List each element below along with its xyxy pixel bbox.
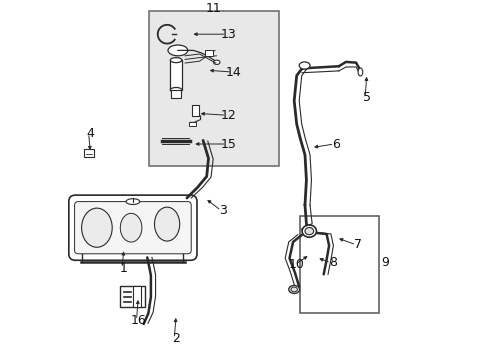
Text: 3: 3 bbox=[219, 204, 226, 217]
Bar bbox=[204, 50, 212, 56]
Bar bbox=[192, 105, 199, 116]
Text: 13: 13 bbox=[220, 28, 236, 41]
Ellipse shape bbox=[168, 45, 187, 56]
Bar bbox=[133, 286, 141, 307]
Bar bbox=[171, 90, 181, 98]
Ellipse shape bbox=[302, 225, 316, 237]
Ellipse shape bbox=[290, 287, 297, 292]
Text: 1: 1 bbox=[120, 262, 127, 275]
Text: 5: 5 bbox=[362, 91, 370, 104]
Text: 4: 4 bbox=[86, 127, 94, 140]
Ellipse shape bbox=[299, 62, 309, 69]
Bar bbox=[84, 149, 94, 157]
Text: 15: 15 bbox=[220, 138, 236, 150]
Ellipse shape bbox=[357, 68, 362, 76]
Ellipse shape bbox=[288, 285, 299, 293]
Text: 16: 16 bbox=[130, 314, 146, 327]
Ellipse shape bbox=[213, 60, 220, 64]
Text: 8: 8 bbox=[328, 256, 336, 269]
Bar bbox=[189, 122, 196, 126]
Bar bbox=[149, 11, 278, 166]
Ellipse shape bbox=[81, 208, 112, 247]
Text: 2: 2 bbox=[172, 332, 180, 345]
FancyBboxPatch shape bbox=[75, 202, 191, 254]
Ellipse shape bbox=[126, 199, 140, 204]
Bar bbox=[170, 60, 182, 90]
Bar bbox=[120, 286, 144, 307]
Text: 7: 7 bbox=[353, 238, 361, 251]
Text: 14: 14 bbox=[225, 66, 241, 78]
Text: 9: 9 bbox=[380, 256, 388, 269]
Text: 6: 6 bbox=[332, 138, 340, 150]
Text: 12: 12 bbox=[220, 109, 236, 122]
Ellipse shape bbox=[120, 213, 142, 242]
Ellipse shape bbox=[305, 228, 313, 235]
Text: 11: 11 bbox=[205, 3, 222, 15]
Text: 10: 10 bbox=[288, 258, 304, 271]
FancyBboxPatch shape bbox=[69, 195, 197, 260]
Ellipse shape bbox=[170, 58, 182, 63]
Ellipse shape bbox=[170, 87, 182, 93]
Ellipse shape bbox=[154, 207, 179, 241]
Bar bbox=[300, 216, 379, 313]
